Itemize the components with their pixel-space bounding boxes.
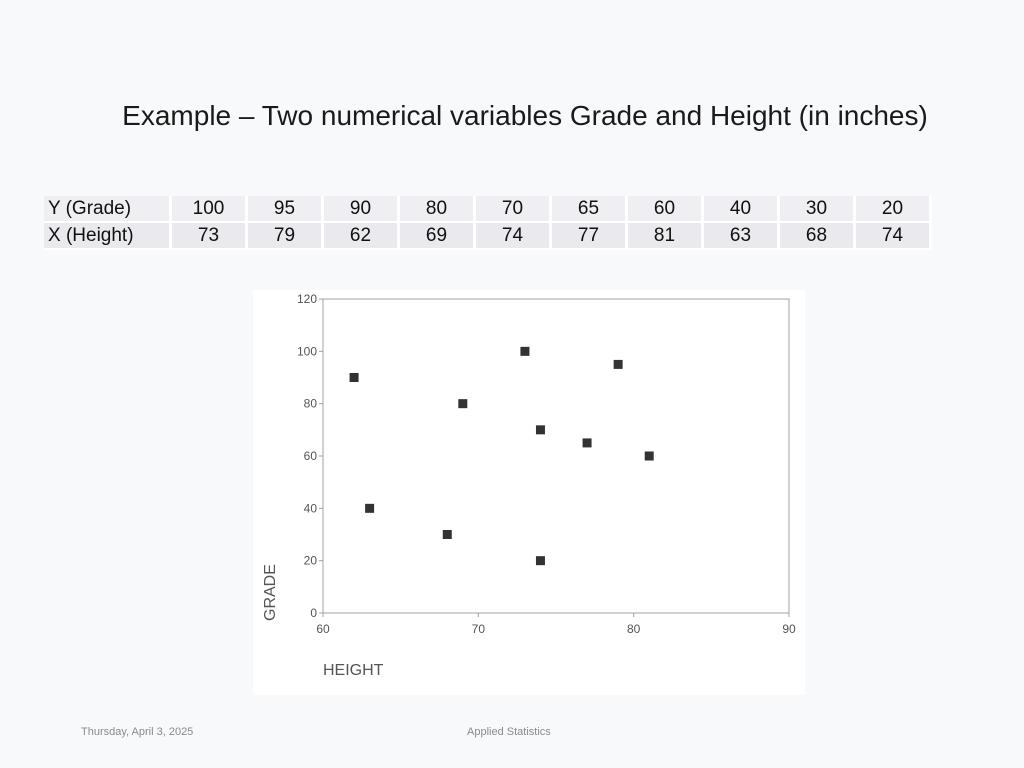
table-cell: 68 — [778, 222, 856, 250]
scatter-chart: 0 20 40 60 80 100 120 60 70 80 90 HEIGHT GRADE — [253, 290, 805, 695]
table-cell: 81 — [626, 222, 704, 250]
x-tick-label: 70 — [472, 622, 486, 636]
data-point — [613, 359, 623, 369]
data-point — [582, 438, 592, 448]
y-tick-label: 80 — [304, 397, 318, 411]
table-cell: 73 — [170, 222, 248, 250]
row-label: Y (Grade) — [44, 196, 172, 223]
data-point — [520, 346, 530, 356]
table-cell: 77 — [550, 222, 628, 250]
x-tick-label: 60 — [316, 622, 330, 636]
table-row-height: X (Height) 73 79 62 69 74 77 81 63 68 74 — [44, 222, 932, 250]
y-tick-label: 100 — [297, 344, 317, 358]
table-cell: 40 — [702, 196, 780, 223]
x-tick-label: 80 — [627, 622, 641, 636]
data-point — [644, 451, 654, 461]
table-cell: 74 — [854, 222, 932, 250]
data-point — [442, 530, 452, 539]
table-cell: 62 — [322, 222, 400, 250]
y-tick-label: 60 — [304, 449, 318, 463]
table-cell: 60 — [626, 196, 704, 223]
y-tick-label: 40 — [304, 501, 318, 515]
table-cell: 63 — [702, 222, 780, 250]
data-point — [535, 425, 545, 435]
table-cell: 74 — [474, 222, 552, 250]
x-tick-label: 90 — [782, 622, 796, 636]
y-tick-label: 20 — [304, 554, 318, 568]
data-table: Y (Grade) 100 95 90 80 70 65 60 40 30 20… — [44, 196, 932, 250]
table-row-grade: Y (Grade) 100 95 90 80 70 65 60 40 30 20 — [44, 196, 932, 223]
data-point — [349, 373, 359, 382]
footer-date: Thursday, April 3, 2025 — [81, 726, 194, 738]
footer-title: Applied Statistics — [467, 726, 551, 738]
x-axis-label: HEIGHT — [323, 662, 384, 679]
scatter-plot-svg: 0 20 40 60 80 100 120 60 70 80 90 HEIGHT GRADE — [262, 292, 796, 679]
data-point — [458, 399, 468, 409]
table-cell: 20 — [854, 196, 932, 223]
y-tick-label: 0 — [310, 606, 317, 620]
table-cell: 100 — [170, 196, 248, 223]
table-cell: 90 — [322, 196, 400, 223]
data-point — [365, 503, 375, 513]
table-cell: 80 — [398, 196, 476, 223]
table-cell: 70 — [474, 196, 552, 223]
table-cell: 69 — [398, 222, 476, 250]
data-point — [535, 556, 545, 566]
table-cell: 79 — [246, 222, 324, 250]
table-cell: 65 — [550, 196, 628, 223]
y-axis-label: GRADE — [262, 564, 279, 621]
plot-frame — [322, 298, 790, 614]
table-cell: 95 — [246, 196, 324, 223]
table-cell: 30 — [778, 196, 856, 223]
slide-title: Example – Two numerical variables Grade … — [122, 100, 928, 131]
y-tick-label: 120 — [297, 292, 317, 306]
row-label: X (Height) — [44, 222, 172, 250]
